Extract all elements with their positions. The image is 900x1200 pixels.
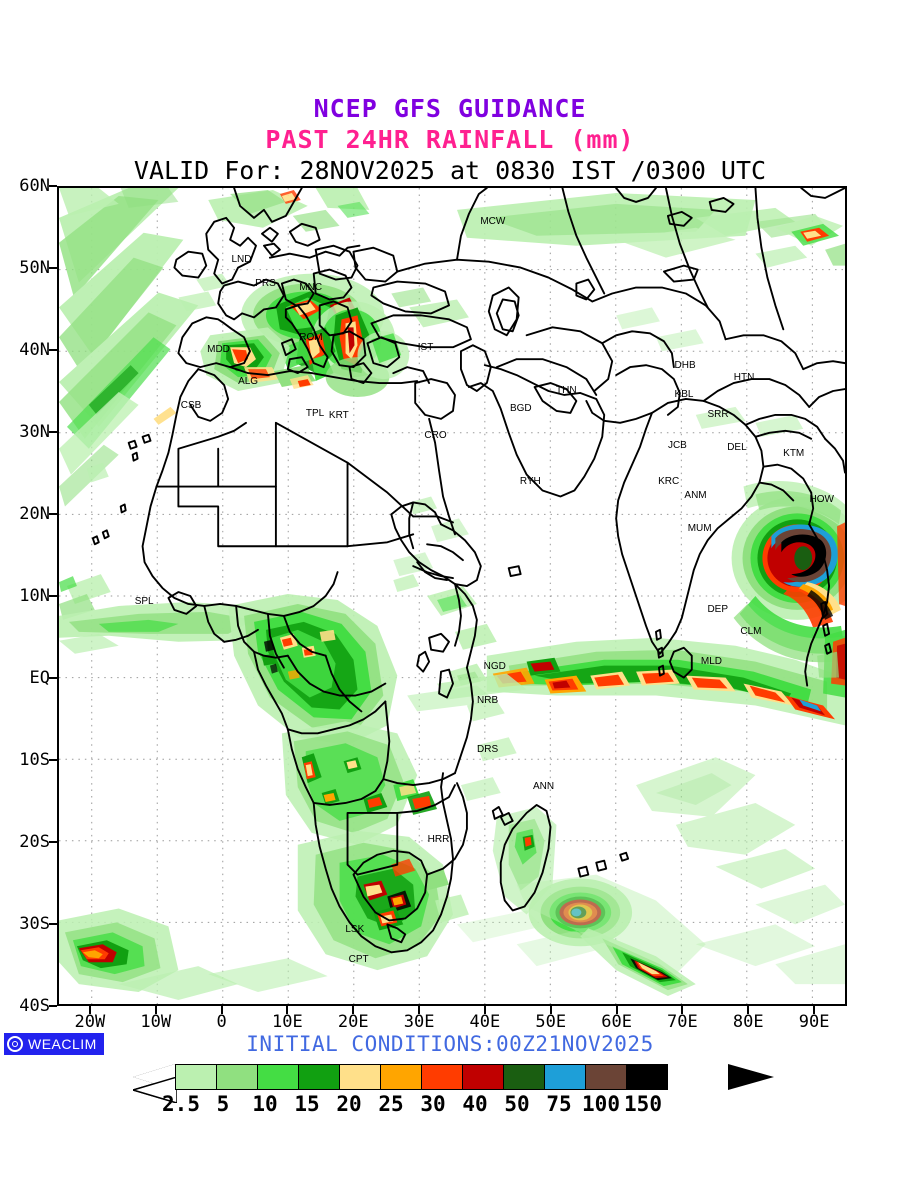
colorbar-over-arrow (728, 1064, 774, 1090)
lon-tick-mark (747, 1006, 750, 1014)
colorbar-tick-label: 75 (546, 1092, 572, 1116)
colorbar-swatches (175, 1064, 668, 1090)
weaclim-logo-text: WEACLIM (28, 1036, 97, 1052)
lat-tick-mark (49, 677, 57, 679)
colorbar-tick-label: 2.5 (162, 1092, 200, 1116)
lon-tick-mark (154, 1006, 157, 1014)
lon-tick-mark (549, 1006, 552, 1014)
chart-subtitle: PAST 24HR RAINFALL (mm) (265, 125, 635, 154)
lat-tick-label: 60N (19, 176, 50, 196)
lon-tick-label: 20E (337, 1012, 369, 1032)
colorbar-tick-label: 150 (624, 1092, 662, 1116)
lon-tick-label: 60E (601, 1012, 632, 1032)
rainfall-map-canvas (59, 188, 845, 1004)
lat-tick-label: 10S (19, 750, 50, 770)
weaclim-logo[interactable]: WEACLIM (4, 1033, 104, 1055)
lon-tick-label: 90E (798, 1012, 830, 1032)
lat-tick-label: 30N (19, 422, 50, 442)
lon-tick-mark (352, 1006, 355, 1014)
lon-tick-label: 50E (535, 1012, 567, 1032)
lat-tick-mark (49, 267, 57, 269)
lat-tick-label: 20N (19, 504, 50, 524)
map-plot-area: MCW LND PRS MNC MDD ROM IST ALG CSB TPL KRT CRO BGD T… (57, 186, 847, 1006)
colorbar-tick-label: 15 (294, 1092, 320, 1116)
lon-tick-mark (813, 1006, 816, 1014)
colorbar-tick-labels: 2.5 5 10 15 20 25 30 40 50 75 100 150 (162, 1092, 728, 1116)
lat-tick-mark (49, 759, 57, 761)
rainfall-colorbar: 2.5 5 10 15 20 25 30 40 50 75 100 150 (133, 1064, 774, 1116)
rainfall-field (59, 188, 845, 1001)
lat-tick-mark (49, 923, 57, 925)
colorbar-under-arrow (133, 1064, 177, 1103)
weaclim-circle-icon (7, 1036, 23, 1052)
lon-tick-label: 40E (469, 1012, 501, 1032)
colorbar-swatch (257, 1064, 299, 1090)
colorbar-swatch (216, 1064, 258, 1090)
lon-tick-mark (220, 1006, 223, 1014)
lat-tick-mark (49, 595, 57, 597)
colorbar-tick-label: 50 (504, 1092, 530, 1116)
latitude-axis: 60N 50N 40N 30N 20N 10N EQ 10S 20S 30S 40S (0, 0, 57, 1200)
colorbar-swatch (298, 1064, 340, 1090)
lat-tick-label: 10N (19, 586, 50, 606)
lat-tick-label: 50N (19, 258, 50, 278)
valid-time-label: VALID For: 28NOV2025 at 0830 IST /0300 U… (133, 156, 767, 185)
cyclone-core (731, 480, 845, 663)
initial-conditions-label: INITIAL CONDITIONS:00Z21NOV2025 (246, 1032, 654, 1056)
lat-tick-label: EQ (29, 668, 50, 688)
colorbar-swatch (503, 1064, 545, 1090)
lon-tick-label: 20W (74, 1012, 106, 1032)
page-title: NCEP GFS GUIDANCE (313, 94, 587, 123)
lat-tick-label: 30S (19, 914, 50, 934)
colorbar-swatch (380, 1064, 422, 1090)
lon-tick-mark (88, 1006, 91, 1014)
lon-tick-mark (615, 1006, 618, 1014)
lon-tick-mark (681, 1006, 684, 1014)
lat-tick-mark (49, 513, 57, 515)
colorbar-tick-label: 20 (336, 1092, 362, 1116)
colorbar-tick-label: 10 (252, 1092, 278, 1116)
lat-tick-mark (49, 349, 57, 351)
chart-title-block: NCEP GFS GUIDANCE PAST 24HR RAINFALL (mm… (0, 96, 900, 183)
coastlines-and-borders (91, 188, 845, 954)
colorbar-swatch (339, 1064, 381, 1090)
colorbar-swatch (585, 1064, 627, 1090)
colorbar-swatch (462, 1064, 504, 1090)
lat-tick-mark (49, 841, 57, 843)
lat-tick-label: 40S (19, 996, 50, 1016)
lon-tick-mark (483, 1006, 486, 1014)
colorbar-swatch (544, 1064, 586, 1090)
lon-tick-label: 80E (732, 1012, 764, 1032)
lon-tick-label: 10W (140, 1012, 172, 1032)
lon-tick-label: 70E (667, 1012, 698, 1032)
colorbar-swatch (175, 1064, 217, 1090)
lat-tick-mark (49, 185, 57, 187)
colorbar-tick-label: 40 (462, 1092, 488, 1116)
lat-tick-mark (49, 431, 57, 433)
colorbar-swatch (421, 1064, 463, 1090)
lat-tick-mark (49, 1005, 57, 1007)
lon-tick-mark (286, 1006, 289, 1014)
colorbar-tick-label: 5 (216, 1092, 230, 1116)
lat-tick-label: 40N (19, 340, 50, 360)
colorbar-tick-label: 100 (582, 1092, 620, 1116)
lat-tick-label: 20S (19, 832, 50, 852)
lon-tick-label: 0 (216, 1012, 227, 1032)
lon-tick-label: 10E (272, 1012, 303, 1032)
colorbar-tick-label: 25 (378, 1092, 404, 1116)
colorbar-tick-label: 30 (420, 1092, 446, 1116)
lon-tick-label: 30E (403, 1012, 435, 1032)
lon-tick-mark (418, 1006, 421, 1014)
colorbar-swatch (626, 1064, 668, 1090)
